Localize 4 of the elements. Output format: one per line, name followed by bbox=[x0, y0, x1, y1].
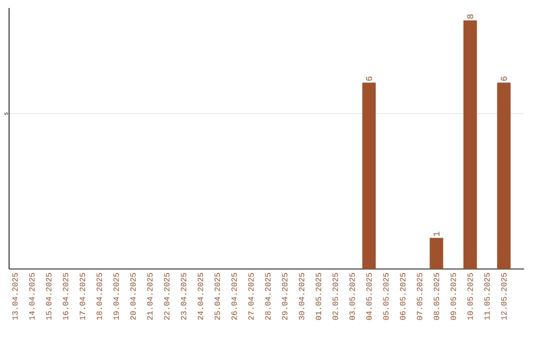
data-label: 8 bbox=[467, 14, 474, 19]
data-label: 1 bbox=[433, 232, 440, 236]
data-label: 6 bbox=[366, 76, 372, 81]
data-label: 6 bbox=[500, 76, 507, 81]
